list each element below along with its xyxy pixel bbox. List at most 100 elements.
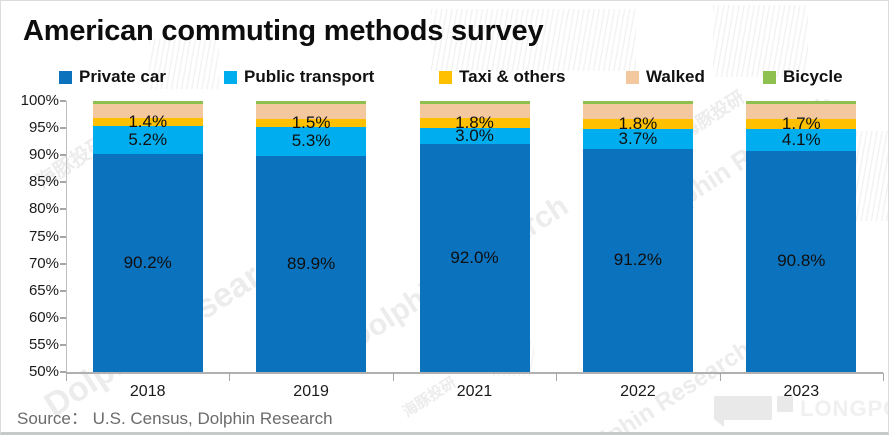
data-label: 89.9% xyxy=(286,253,336,273)
bar-segment-private-car xyxy=(256,155,367,372)
bar-segment-bicycle xyxy=(746,101,857,104)
data-label: 3.0% xyxy=(455,126,494,146)
x-axis-line xyxy=(66,372,883,374)
y-axis-tick xyxy=(60,371,66,373)
legend-item-bicycle: Bicycle xyxy=(763,67,843,87)
y-axis-tick-label: 55% xyxy=(28,335,59,353)
x-axis-category-label: 2023 xyxy=(783,383,820,400)
data-label: 90.8% xyxy=(777,251,826,271)
bar-segment-taxi-others xyxy=(746,119,857,129)
legend-label: Private car xyxy=(79,67,166,86)
bar-segment-taxi-others xyxy=(582,118,693,129)
data-label: 3.7% xyxy=(618,128,658,148)
y-axis-tick xyxy=(60,262,66,265)
bar-segment-taxi-others xyxy=(92,118,203,126)
y-axis-tick-label: 50% xyxy=(28,363,59,380)
bar-2023: 90.8% 4.1% 1.7% xyxy=(746,101,857,372)
data-label: 1.4% xyxy=(128,112,168,132)
legend-swatch-icon xyxy=(59,70,72,84)
legend-swatch-icon xyxy=(439,70,452,84)
bar-segment-private-car xyxy=(746,150,857,372)
y-axis-tick xyxy=(60,235,66,238)
legend-swatch-icon xyxy=(763,70,776,84)
page-title: American commuting methods survey xyxy=(23,15,544,47)
legend-item-taxi-others: Taxi & others xyxy=(439,67,565,87)
data-label: 1.8% xyxy=(455,113,494,133)
y-axis-tick-label: 75% xyxy=(28,227,59,245)
legend-label: Bicycle xyxy=(783,67,843,86)
data-label: 1.8% xyxy=(618,113,658,133)
x-axis-category-label: 2018 xyxy=(129,383,166,400)
legend-item-private-car: Private car xyxy=(59,67,166,87)
y-axis-tick xyxy=(60,343,66,346)
bar-segment-bicycle xyxy=(256,101,367,104)
x-axis-tick xyxy=(66,373,67,381)
y-axis-tick-label: 60% xyxy=(28,308,59,326)
x-axis-tick xyxy=(883,373,884,381)
bar-segment-public-transport xyxy=(746,128,857,151)
source-label: Source： xyxy=(17,409,88,428)
y-axis-tick xyxy=(60,316,66,319)
x-axis-category-label: 2022 xyxy=(620,383,656,400)
bar-2021: 92.0% 3.0% 1.8% xyxy=(419,101,530,372)
y-axis-tick xyxy=(60,127,66,130)
legend-label: Taxi & others xyxy=(459,67,566,86)
data-label: 1.7% xyxy=(781,114,821,134)
x-axis-category-label: 2019 xyxy=(293,383,329,400)
bar-segment-public-transport xyxy=(256,127,367,156)
bar-segment-public-transport xyxy=(419,128,530,145)
legend-label: Public transport xyxy=(244,67,375,86)
bar-segment-walked xyxy=(419,103,530,119)
data-label: 91.2% xyxy=(613,250,662,270)
data-label: 5.3% xyxy=(291,131,331,151)
y-axis-tick-label: 80% xyxy=(28,200,59,218)
y-axis-tick xyxy=(60,100,66,102)
y-axis-tick xyxy=(60,289,66,292)
x-axis-category-label: 2021 xyxy=(456,383,493,400)
bar-2019: 89.9% 5.3% 1.5% xyxy=(256,101,367,372)
bar-2018: 90.2% 5.2% 1.4% xyxy=(92,101,203,372)
bar-segment-private-car xyxy=(419,144,530,372)
y-axis-tick xyxy=(60,181,66,184)
bar-segment-walked xyxy=(746,103,857,120)
y-axis-tick-label: 65% xyxy=(28,281,59,299)
data-label: 5.2% xyxy=(128,130,168,150)
y-axis-tick-label: 90% xyxy=(28,146,59,164)
bar-segment-walked xyxy=(256,103,367,119)
bar-segment-taxi-others xyxy=(419,118,530,129)
bar-segment-private-car xyxy=(92,154,203,372)
y-axis-tick xyxy=(60,208,66,211)
bar-segment-walked xyxy=(92,103,203,119)
bar-segment-bicycle xyxy=(419,101,530,104)
bar-segment-taxi-others xyxy=(256,118,367,128)
legend-item-public-transport: Public transport xyxy=(224,67,374,87)
bar-2022: 91.2% 3.7% 1.8% xyxy=(582,101,693,372)
data-label: 1.5% xyxy=(291,112,331,132)
bar-segment-private-car xyxy=(582,148,693,372)
legend-item-walked: Walked xyxy=(626,67,705,87)
y-axis-line xyxy=(66,101,67,372)
y-axis-tick-label: 85% xyxy=(28,173,59,191)
legend-swatch-icon xyxy=(224,70,237,84)
y-axis-tick-label: 95% xyxy=(28,119,59,137)
bar-segment-public-transport xyxy=(582,128,693,149)
legend-label: Walked xyxy=(646,67,705,86)
bar-segment-public-transport xyxy=(92,125,203,155)
bar-segment-bicycle xyxy=(582,101,693,104)
data-label: 92.0% xyxy=(450,248,499,268)
data-label: 90.2% xyxy=(123,253,172,273)
data-label: 4.1% xyxy=(781,129,821,149)
source-note: Source： U.S. Census, Dolphin Research xyxy=(17,404,333,429)
bar-segment-bicycle xyxy=(92,101,203,104)
legend-swatch-icon xyxy=(626,70,639,84)
x-axis-tick xyxy=(229,373,231,381)
y-axis-tick-label: 70% xyxy=(28,254,59,272)
source-text: U.S. Census, Dolphin Research xyxy=(92,409,333,428)
y-axis-tick xyxy=(60,154,66,157)
bar-segment-walked xyxy=(582,103,693,119)
x-axis-tick xyxy=(556,373,558,381)
x-axis-tick xyxy=(719,373,721,381)
y-axis-tick-label: 100% xyxy=(20,92,59,109)
